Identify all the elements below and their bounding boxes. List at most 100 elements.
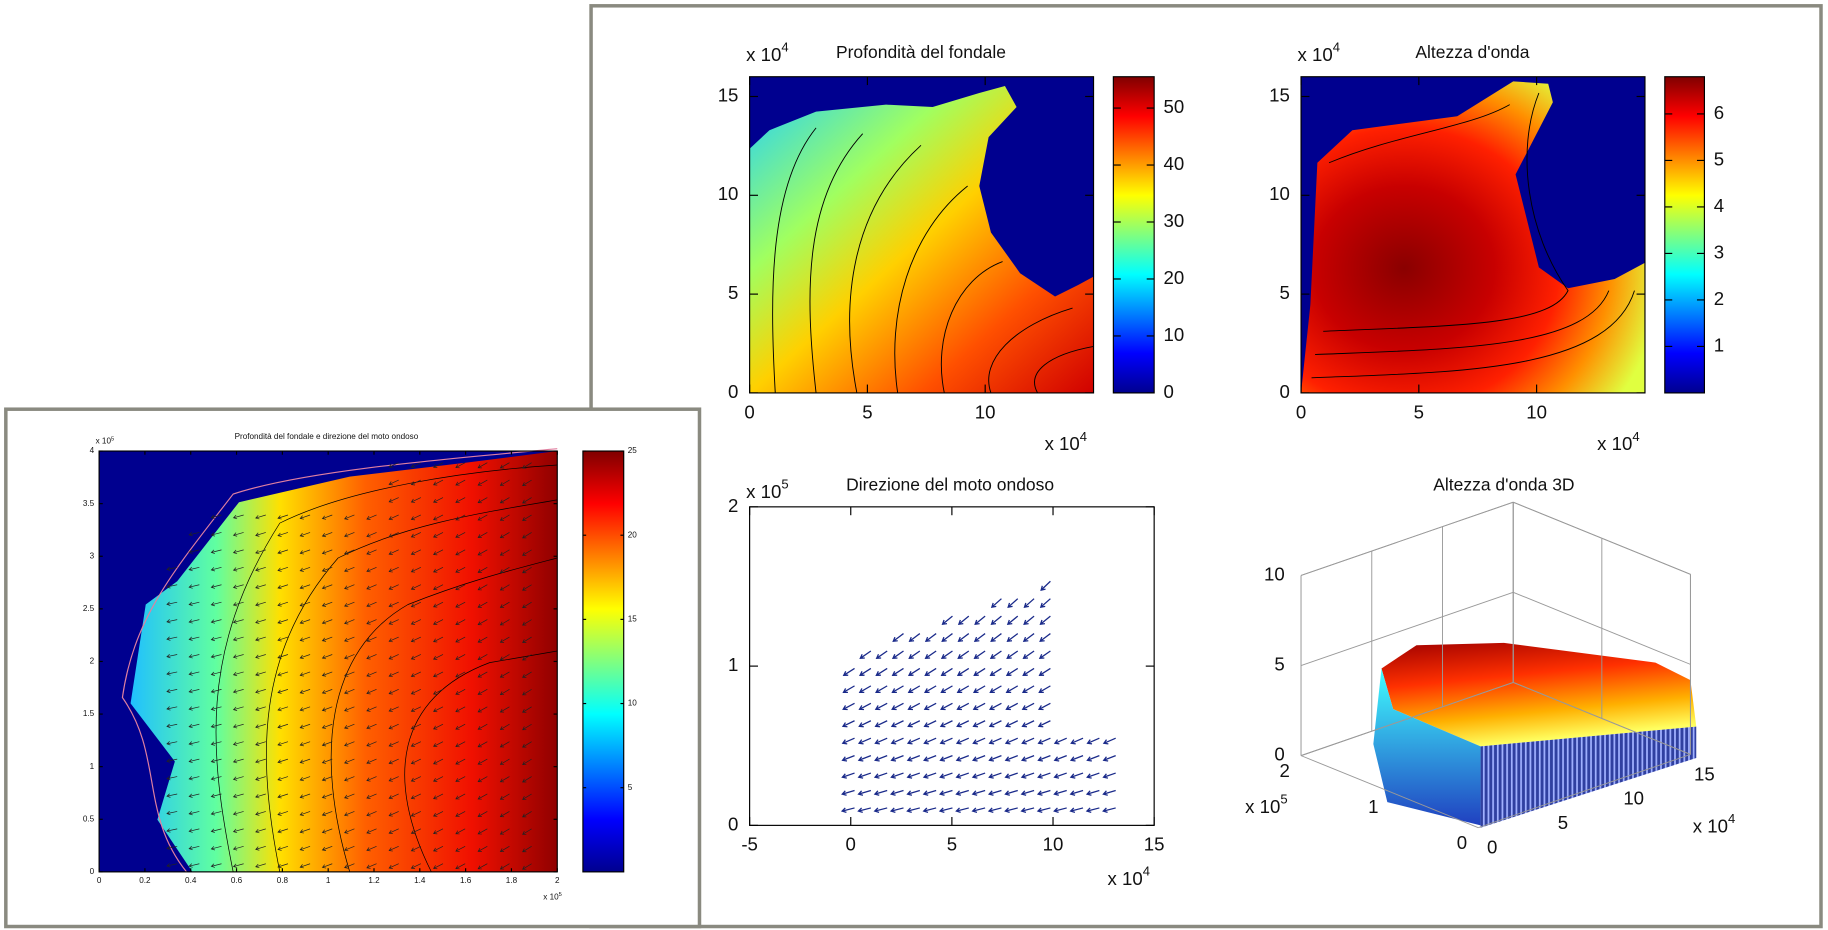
y-tick-label: 15	[718, 84, 739, 105]
arrow	[522, 654, 532, 661]
arrow	[166, 671, 178, 676]
arrow	[366, 689, 377, 695]
arrow	[988, 720, 1002, 728]
arrow	[188, 584, 200, 589]
arrow	[477, 758, 488, 765]
arrow	[321, 636, 333, 642]
arrow	[956, 702, 970, 711]
arrow	[344, 601, 355, 608]
surface-side	[1373, 668, 1481, 826]
arrow	[455, 636, 466, 643]
arrow	[477, 549, 488, 556]
arrow	[455, 654, 466, 660]
arrow	[1037, 772, 1051, 779]
arrow	[455, 811, 466, 817]
arrow	[455, 689, 466, 695]
arrow	[499, 741, 510, 748]
arrow	[366, 723, 377, 730]
arrow	[210, 514, 222, 520]
arrow	[388, 828, 399, 834]
arrow	[1036, 789, 1051, 796]
arrow	[321, 741, 333, 747]
arrow	[1037, 720, 1051, 728]
arrow	[388, 706, 399, 712]
arrow	[232, 601, 244, 607]
arrow	[255, 514, 266, 520]
arrow	[891, 702, 904, 711]
arrow	[366, 619, 377, 625]
arrow	[1070, 737, 1084, 745]
arrow	[277, 811, 289, 816]
arrow	[1039, 598, 1051, 608]
arrow	[522, 567, 532, 574]
axis-multiplier: x 104	[1693, 812, 1735, 837]
arrow	[1053, 789, 1067, 796]
arrow	[210, 671, 222, 676]
arrow	[1102, 807, 1116, 814]
axes-box	[1300, 76, 1646, 394]
arrow	[938, 789, 953, 796]
x-tick-label: 0.8	[277, 876, 289, 885]
arrow	[972, 702, 986, 711]
arrow	[166, 619, 178, 624]
arrow	[477, 584, 488, 591]
arrow	[410, 863, 422, 869]
arrow	[499, 671, 510, 678]
arrow	[255, 845, 266, 851]
arrow	[366, 741, 377, 747]
arrow	[433, 863, 444, 870]
arrow	[277, 532, 289, 537]
arrow	[388, 462, 399, 468]
arrow	[923, 737, 937, 745]
x-tick-label: 1.4	[414, 876, 426, 885]
arrow	[973, 633, 986, 643]
arrow	[366, 793, 377, 799]
arrow	[840, 807, 855, 814]
arrow	[255, 828, 266, 834]
arrow	[388, 479, 399, 486]
arrow	[366, 758, 377, 765]
arrow	[1004, 772, 1018, 779]
colorbar	[582, 450, 625, 873]
arrow	[255, 758, 266, 764]
arrow	[366, 514, 377, 520]
arrow	[1006, 633, 1019, 643]
colorbar-tick-label: 1	[1714, 334, 1724, 355]
arrow	[522, 462, 532, 469]
arrow	[858, 720, 872, 728]
arrow	[455, 584, 466, 591]
arrow	[277, 776, 289, 781]
arrow	[841, 789, 855, 796]
arrow	[166, 828, 178, 833]
arrow	[923, 702, 937, 711]
x-tick-label: 2	[555, 876, 560, 885]
arrow	[321, 514, 333, 520]
arrow	[455, 497, 466, 503]
x-tick-label: 10	[1526, 401, 1547, 422]
arrow	[188, 688, 200, 694]
arrow	[344, 776, 355, 782]
arrow	[1038, 685, 1051, 694]
x-tick-label: 5	[1414, 401, 1424, 422]
arrow	[166, 601, 178, 606]
arrow	[522, 776, 532, 783]
arrow	[210, 741, 222, 746]
arrow	[940, 650, 953, 659]
axis-multiplier: x 104	[746, 40, 788, 65]
x-tick-label: 0.6	[231, 876, 243, 885]
arrow	[1022, 667, 1035, 676]
arrow	[1020, 755, 1035, 762]
arrow	[499, 654, 510, 661]
chart-title: Direzione del moto ondoso	[846, 475, 1054, 495]
arrow	[321, 619, 333, 625]
arrow	[255, 863, 266, 869]
arrow	[455, 619, 466, 626]
colorbar-tick-label: 25	[628, 446, 638, 455]
arrow	[907, 685, 921, 694]
arrow	[1020, 772, 1035, 779]
arrow	[499, 619, 510, 626]
x-tick-label: 10	[975, 401, 996, 422]
arrow	[366, 549, 377, 555]
colorbar-tick-label: 50	[1163, 96, 1184, 117]
